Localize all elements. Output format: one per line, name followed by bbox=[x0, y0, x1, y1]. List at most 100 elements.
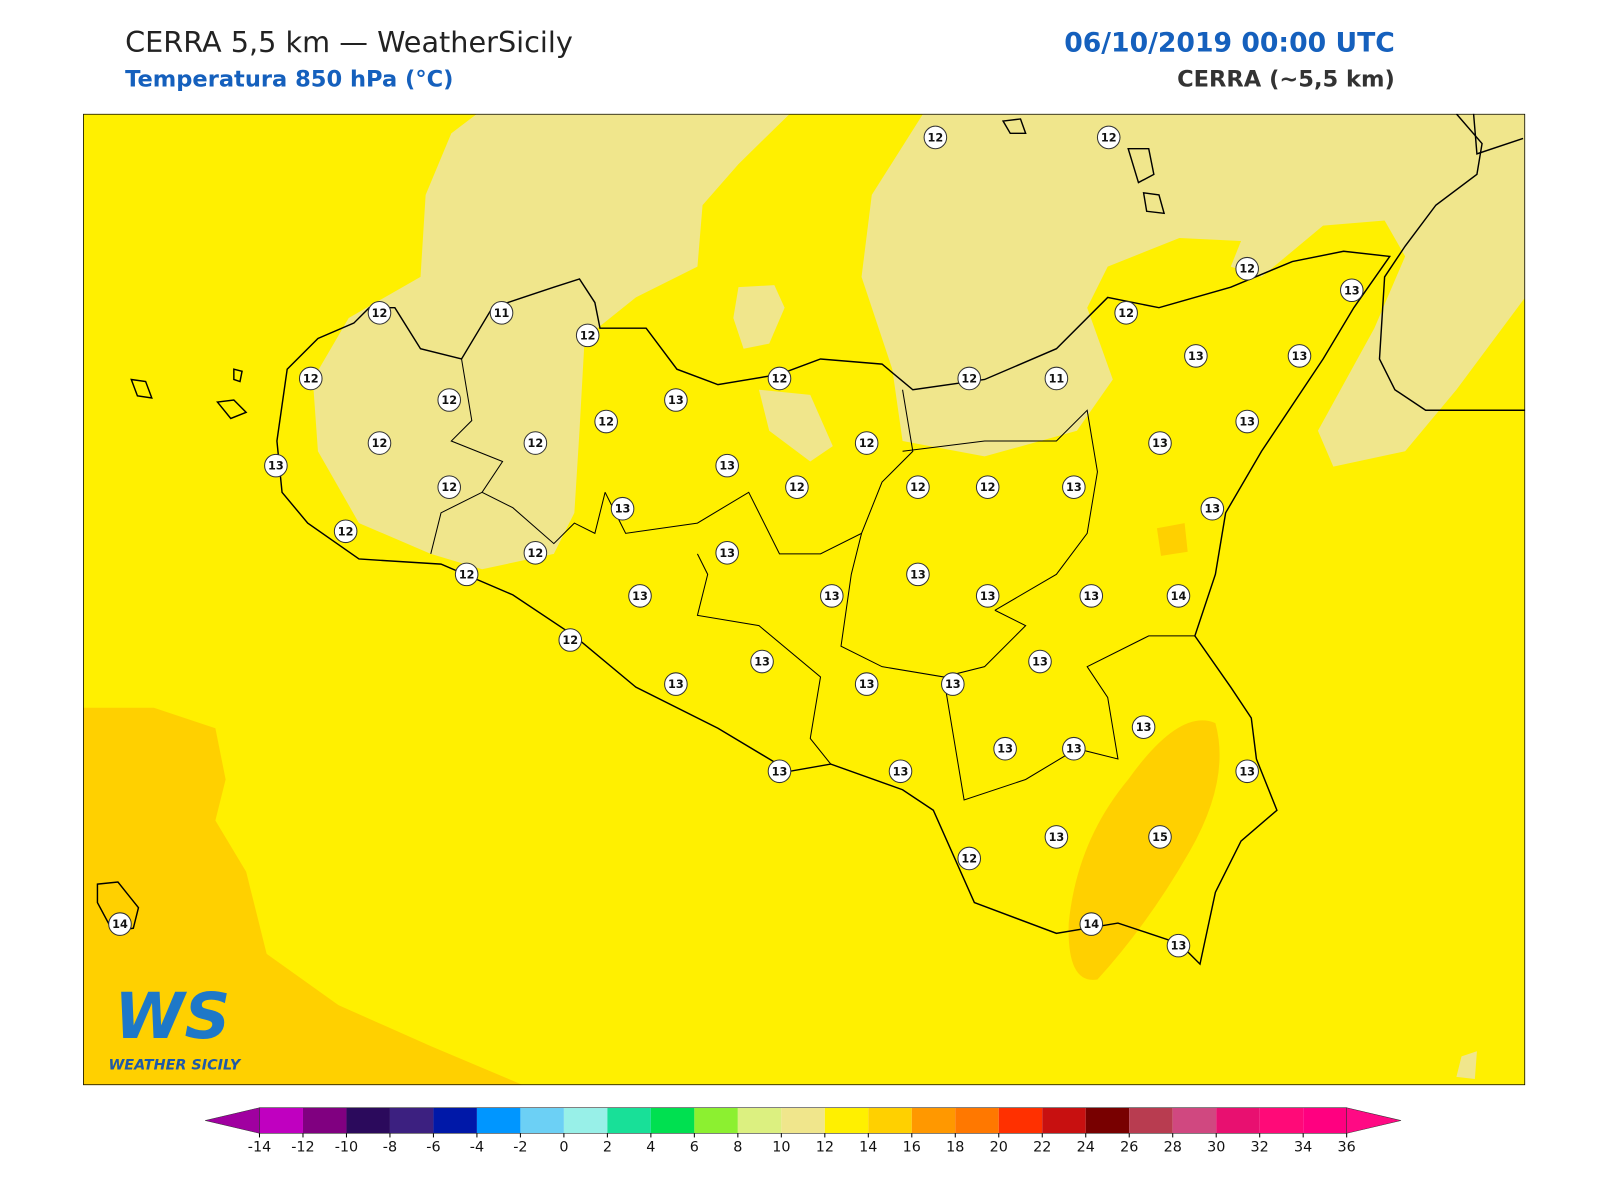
station-value: 13 bbox=[910, 568, 926, 581]
colorbar-tick-label: 26 bbox=[1120, 1140, 1138, 1156]
station-marker bbox=[923, 125, 948, 150]
station-marker bbox=[975, 475, 1000, 499]
station-marker bbox=[785, 475, 809, 499]
calabria-detail bbox=[1472, 113, 1524, 155]
station-value: 13 bbox=[1066, 743, 1082, 756]
calabria-coast bbox=[1378, 113, 1526, 411]
colorbar-tick-label: 12 bbox=[816, 1140, 834, 1156]
colorbar-tick-label: 18 bbox=[946, 1140, 964, 1156]
colorbar-tick-label: 6 bbox=[690, 1140, 699, 1156]
subtitle: Temperatura 850 hPa (°C) bbox=[125, 67, 453, 93]
station-value: 12 bbox=[859, 437, 875, 450]
station-value: 12 bbox=[528, 437, 544, 450]
station-marker bbox=[1184, 344, 1208, 368]
station-value: 12 bbox=[598, 416, 614, 429]
logo-mark: WS bbox=[114, 979, 230, 1053]
station-value: 12 bbox=[961, 852, 977, 865]
station-value: 12 bbox=[928, 131, 944, 144]
station-marker bbox=[715, 453, 739, 478]
aeolian-islands bbox=[1001, 118, 1166, 215]
cool-area bbox=[312, 113, 790, 570]
colorbar-tick-label: 36 bbox=[1338, 1140, 1356, 1156]
station-value: 13 bbox=[1239, 765, 1255, 778]
station-marker bbox=[1114, 301, 1138, 325]
station-value: 13 bbox=[1032, 656, 1048, 669]
colorbar-tick-label: -6 bbox=[426, 1140, 440, 1156]
station-marker bbox=[628, 584, 652, 608]
station-value: 12 bbox=[562, 634, 578, 647]
egadi bbox=[130, 368, 248, 420]
station-value: 13 bbox=[1066, 481, 1082, 494]
station-value: 13 bbox=[1292, 350, 1308, 363]
station-marker bbox=[906, 562, 930, 587]
station-marker bbox=[1287, 344, 1312, 368]
station-marker bbox=[1044, 366, 1069, 391]
station-marker bbox=[1235, 759, 1259, 784]
station-marker bbox=[1044, 825, 1069, 849]
station-value: 12 bbox=[789, 481, 805, 494]
colorbar-box bbox=[1303, 1107, 1347, 1134]
station-value: 13 bbox=[754, 656, 770, 669]
station-value: 13 bbox=[268, 460, 284, 473]
date: 06/10/2019 00:00 UTC bbox=[1064, 28, 1395, 59]
warm-area bbox=[1068, 720, 1220, 980]
province-borders bbox=[430, 358, 1195, 801]
colorbar-box bbox=[1085, 1107, 1130, 1134]
station-value: 12 bbox=[372, 437, 388, 450]
station-marker bbox=[819, 584, 844, 608]
station-marker bbox=[1028, 649, 1052, 674]
station-marker bbox=[767, 366, 792, 391]
logo-caption: WEATHER SICILY bbox=[108, 1058, 241, 1074]
colorbar-tick-label: 32 bbox=[1251, 1140, 1269, 1156]
colorbar-box bbox=[868, 1107, 912, 1134]
station-marker bbox=[1166, 584, 1191, 608]
stations: 12 12 12 11 12 12 12 13 12 12 11 12 12 13 13 13 12 12 12 13… bbox=[108, 125, 1364, 958]
colorbar-box bbox=[520, 1107, 564, 1134]
colorbar-tick-label: -8 bbox=[383, 1140, 397, 1156]
station-marker bbox=[1235, 256, 1259, 281]
station-marker bbox=[594, 409, 618, 434]
colorbar-box bbox=[433, 1107, 477, 1134]
station-marker bbox=[264, 453, 288, 478]
station-value: 14 bbox=[112, 918, 128, 931]
station-marker bbox=[664, 672, 688, 696]
colorbar-box bbox=[955, 1107, 999, 1134]
station-marker bbox=[715, 541, 739, 565]
station-value: 13 bbox=[893, 765, 909, 778]
cool-area bbox=[758, 389, 833, 462]
station-value: 13 bbox=[1188, 350, 1204, 363]
station-value: 13 bbox=[1171, 940, 1187, 953]
station-marker bbox=[957, 366, 982, 391]
station-value: 13 bbox=[1136, 721, 1152, 734]
colorbar-box bbox=[1259, 1107, 1304, 1134]
colorbar-tick-label: 8 bbox=[733, 1140, 742, 1156]
colorbar-box bbox=[781, 1107, 825, 1134]
cool-area bbox=[1456, 1051, 1477, 1079]
station-marker bbox=[993, 736, 1017, 761]
colorbar-tick-label: 14 bbox=[859, 1140, 877, 1156]
logo: WS WEATHER SICILY bbox=[108, 979, 241, 1074]
station-value: 13 bbox=[668, 394, 684, 407]
station-marker bbox=[1166, 933, 1191, 958]
station-marker bbox=[975, 584, 1000, 608]
station-marker bbox=[906, 475, 930, 499]
colorbar-box bbox=[824, 1107, 869, 1134]
station-value: 13 bbox=[1049, 831, 1065, 844]
station-value: 13 bbox=[772, 765, 788, 778]
colorbar: -14 -12 -10 -8 -6 -4 -2 0 2 4 6 8 10 12 14 16 18 20 22 24 26… bbox=[205, 1107, 1402, 1156]
station-value: 13 bbox=[719, 460, 735, 473]
station-value: 13 bbox=[859, 678, 875, 691]
colorbar-tick-label: -12 bbox=[291, 1140, 314, 1156]
station-value: 12 bbox=[459, 568, 475, 581]
colorbar-tick-label: -4 bbox=[470, 1140, 484, 1156]
station-value: 12 bbox=[372, 307, 388, 320]
colorbar-box bbox=[1216, 1107, 1260, 1134]
colorbar-tick-label: 24 bbox=[1077, 1140, 1095, 1156]
station-value: 13 bbox=[824, 590, 840, 603]
colorbar-tick-label: 20 bbox=[990, 1140, 1008, 1156]
cool-area bbox=[861, 113, 1526, 467]
station-marker bbox=[1062, 475, 1086, 499]
colorbar-extend-low bbox=[205, 1107, 260, 1134]
